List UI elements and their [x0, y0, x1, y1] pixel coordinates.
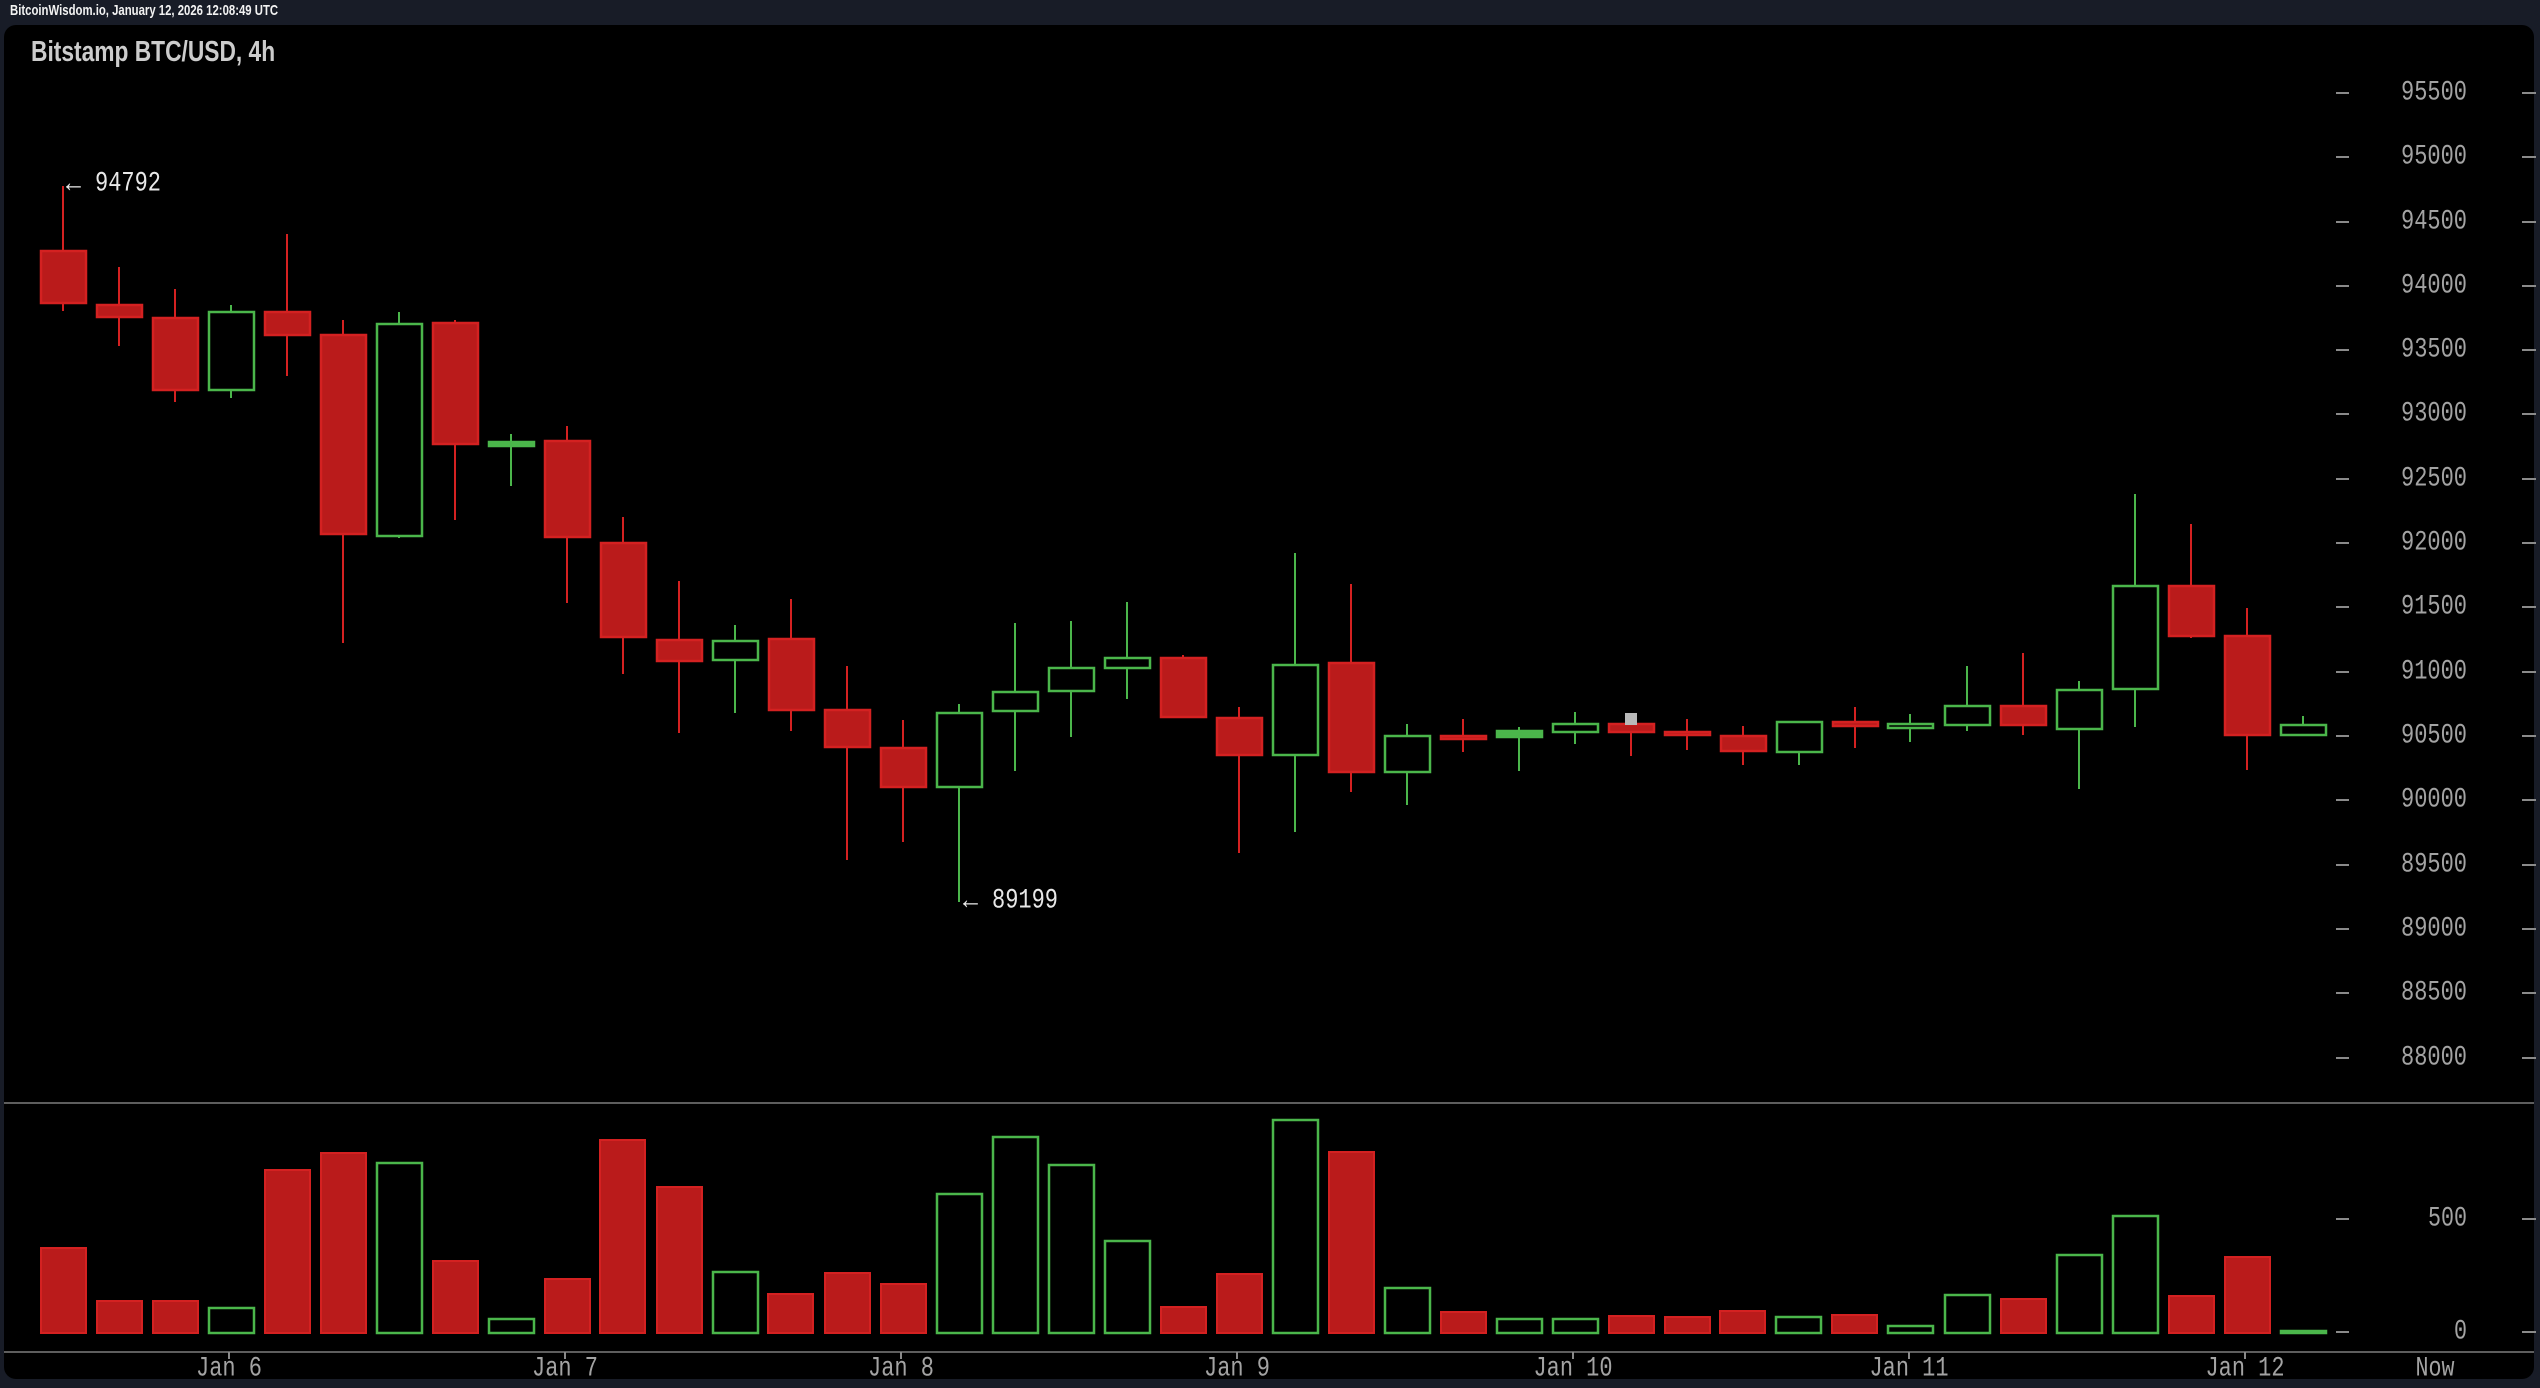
svg-text:91500: 91500: [2401, 592, 2467, 623]
svg-text:94500: 94500: [2401, 207, 2467, 238]
svg-text:0: 0: [2454, 1317, 2467, 1348]
svg-text:Jan 7: Jan 7: [532, 1354, 598, 1385]
svg-text:Now: Now: [2416, 1354, 2455, 1385]
svg-text:Jan 11: Jan 11: [1870, 1354, 1949, 1385]
svg-text:94000: 94000: [2401, 271, 2467, 302]
svg-text:91000: 91000: [2401, 657, 2467, 688]
svg-text:←: ←: [963, 887, 978, 918]
svg-text:Jan 10: Jan 10: [1534, 1354, 1613, 1385]
svg-text:88500: 88500: [2401, 978, 2467, 1009]
svg-text:95000: 95000: [2401, 142, 2467, 173]
svg-text:90000: 90000: [2401, 785, 2467, 816]
svg-text:92500: 92500: [2401, 464, 2467, 495]
svg-text:Jan 6: Jan 6: [196, 1354, 262, 1385]
svg-text:88000: 88000: [2401, 1043, 2467, 1074]
svg-text:Jan 8: Jan 8: [868, 1354, 934, 1385]
svg-text:89500: 89500: [2401, 850, 2467, 881]
svg-text:←: ←: [66, 170, 81, 201]
svg-text:95500: 95500: [2401, 78, 2467, 109]
svg-text:Jan 9: Jan 9: [1204, 1354, 1270, 1385]
svg-text:500: 500: [2428, 1204, 2467, 1235]
svg-text:Jan 12: Jan 12: [2206, 1354, 2285, 1385]
svg-text:89000: 89000: [2401, 914, 2467, 945]
svg-text:89199: 89199: [992, 886, 1058, 917]
svg-text:92000: 92000: [2401, 528, 2467, 559]
svg-text:93500: 93500: [2401, 335, 2467, 366]
svg-text:94792: 94792: [95, 169, 161, 200]
svg-text:90500: 90500: [2401, 721, 2467, 752]
svg-text:93000: 93000: [2401, 399, 2467, 430]
